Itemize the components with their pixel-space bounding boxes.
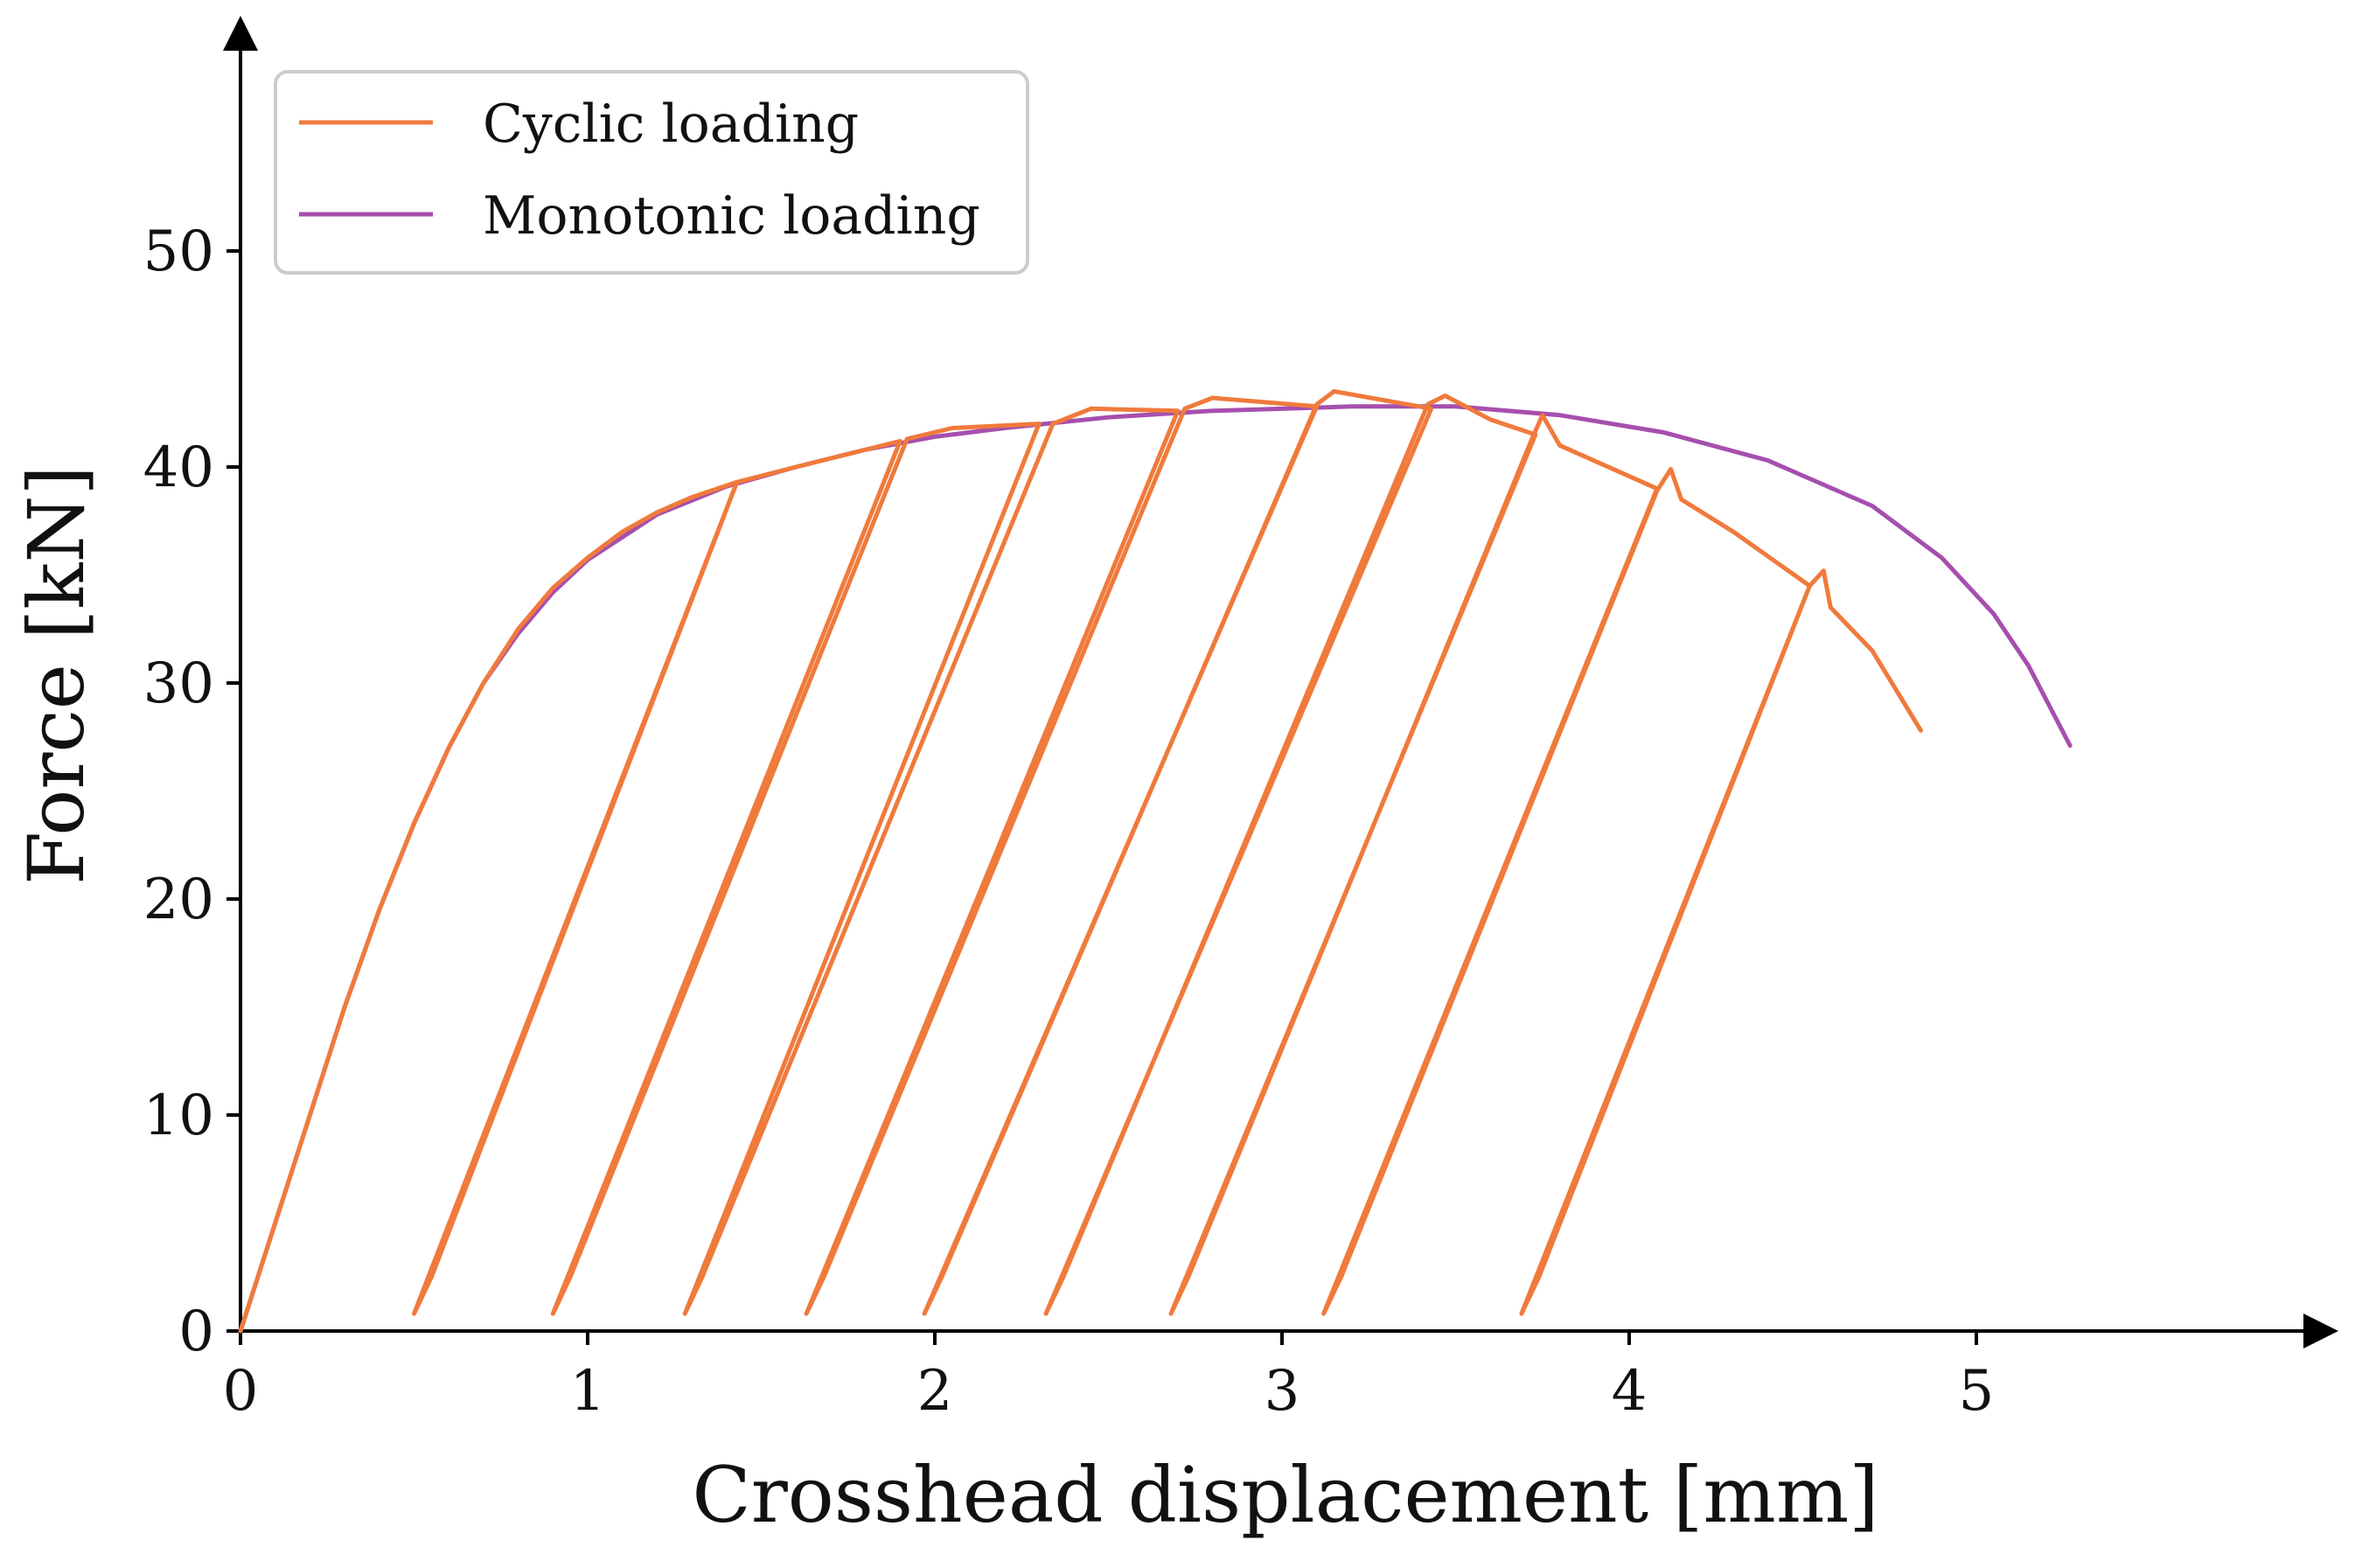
x-tick-label: 0 <box>223 1359 259 1424</box>
series-layer <box>238 389 2073 1334</box>
x-tick-label: 1 <box>570 1359 606 1424</box>
y-tick-label: 0 <box>178 1300 214 1364</box>
series-line-monotonic <box>238 404 2073 1334</box>
y-tick-label: 10 <box>143 1084 214 1148</box>
legend-label-cyclic: Cyclic loading <box>483 94 859 155</box>
x-tick-label: 4 <box>1612 1359 1648 1424</box>
y-tick-label: 40 <box>143 436 214 500</box>
legend-frame <box>274 70 1029 275</box>
y-tick-label: 50 <box>143 220 214 284</box>
legend: Cyclic loading Monotonic loading <box>274 70 1029 275</box>
y-ticks: 0 10 20 30 40 50 <box>143 220 240 1364</box>
legend-label-monotonic: Monotonic loading <box>483 185 980 247</box>
x-tick-label: 2 <box>917 1359 953 1424</box>
x-tick-label: 3 <box>1265 1359 1300 1424</box>
series-line-cyclic <box>238 389 1923 1334</box>
y-axis-title: Force [kN] <box>11 465 101 885</box>
x-axis-title: Crosshead displacement [mm] <box>692 1450 1878 1540</box>
x-tick-label: 5 <box>1959 1359 1995 1424</box>
x-ticks: 0 1 2 3 4 5 <box>223 1331 1995 1424</box>
y-tick-label: 20 <box>143 868 214 932</box>
y-tick-label: 30 <box>143 652 214 716</box>
